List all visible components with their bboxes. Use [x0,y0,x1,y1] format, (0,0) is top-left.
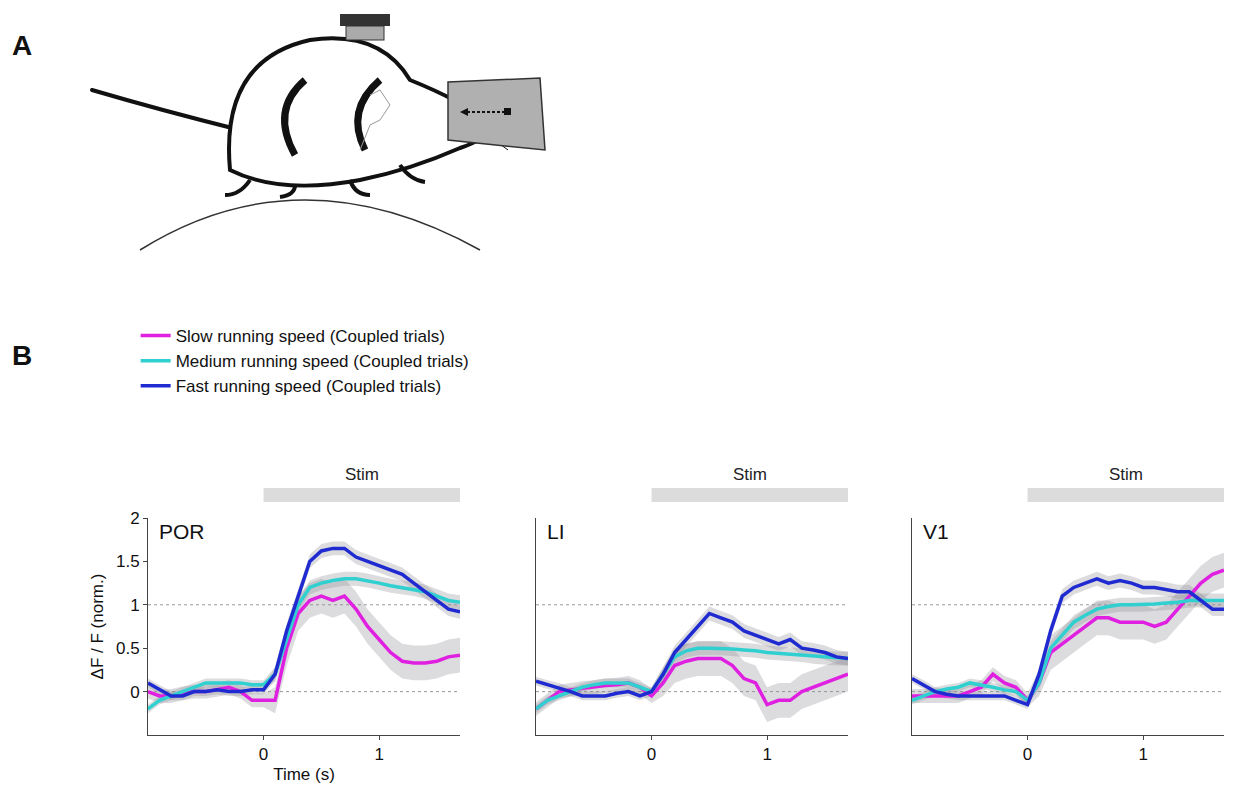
svg-text:Fast running speed (Coupled tr: Fast running speed (Coupled trials) [176,377,442,396]
svg-text:Time (s): Time (s) [273,765,335,784]
svg-text:0.5: 0.5 [116,639,140,658]
svg-text:1: 1 [762,745,771,764]
svg-text:1: 1 [374,745,383,764]
svg-text:0: 0 [1023,745,1032,764]
svg-text:1: 1 [1138,745,1147,764]
svg-text:Stim: Stim [345,465,379,484]
svg-text:0: 0 [647,745,656,764]
svg-text:Stim: Stim [733,465,767,484]
svg-text:Medium running speed (Coupled: Medium running speed (Coupled trials) [176,352,469,371]
svg-text:A: A [12,30,32,61]
svg-text:2: 2 [130,509,139,528]
svg-text:POR: POR [159,520,205,543]
svg-text:1: 1 [130,596,139,615]
svg-text:ΔF / F (norm.): ΔF / F (norm.) [88,574,107,680]
svg-text:LI: LI [547,520,565,543]
svg-text:B: B [12,340,32,371]
svg-text:Slow running speed (Coupled tr: Slow running speed (Coupled trials) [176,327,445,346]
svg-text:V1: V1 [923,520,949,543]
svg-text:0: 0 [259,745,268,764]
svg-text:Stim: Stim [1109,465,1143,484]
svg-text:1.5: 1.5 [116,552,140,571]
svg-text:0: 0 [130,683,139,702]
